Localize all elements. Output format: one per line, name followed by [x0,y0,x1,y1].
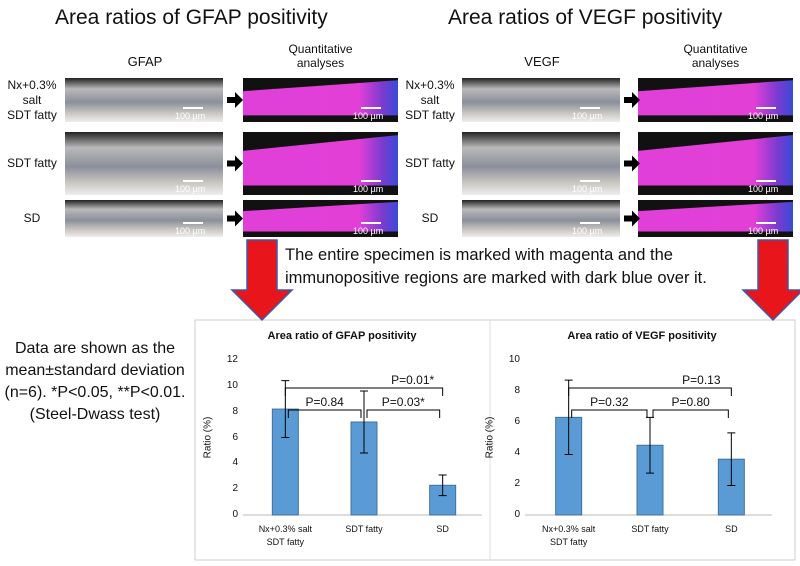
scale-bar-label: 100 µm [353,226,384,236]
y-axis-label: Ratio (%) [484,416,496,458]
scale-bar-label: 100 µm [175,111,206,121]
panel-title: Area ratios of VEGF positivity [448,6,723,29]
y-tick-label: 6 [514,416,520,427]
arrow [624,155,640,172]
scale-bar-label: 100 µm [748,111,779,121]
micrograph [462,200,620,237]
analysis-overlay [243,135,398,186]
arrow [624,92,640,108]
y-tick-label: 6 [232,431,238,443]
y-tick-label: 10 [508,354,520,365]
scale-bar-label: 100 µm [175,184,206,194]
y-tick-label: 8 [232,405,238,417]
arrow [227,155,243,172]
scale-bar-label: 100 µm [572,226,603,236]
analysis-header: Quantitative analyses [288,42,353,70]
down-arrow [230,239,294,322]
p-value: P=0.80 [671,395,710,409]
y-tick-label: 8 [514,385,520,396]
p-value: P=0.84 [305,395,344,409]
analysis-header: Quantitative analyses [683,42,748,70]
analysis-overlay [243,201,398,232]
significance-bracket [284,387,444,396]
arrow [624,210,640,227]
analysis-overlay [638,135,793,186]
p-value: P=0.01* [391,373,435,387]
significance-bracket [571,409,648,418]
micrograph [462,132,620,195]
significance-bracket [652,409,729,418]
significance-bracket [568,387,732,396]
p-value: P=0.03* [381,395,425,409]
x-tick-label: SD [725,524,738,534]
stats-note: Data are shown as the mean±standard devi… [4,340,186,423]
down-arrow [741,239,800,322]
caption: The entire specimen is marked with magen… [285,246,707,287]
y-tick-label: 10 [226,379,238,391]
x-tick-label: SDT fatty [345,524,383,534]
p-value: P=0.13 [682,373,721,387]
y-tick-label: 12 [226,354,238,365]
analysis-overlay [638,201,793,232]
row-label: SD [421,210,439,225]
y-tick-label: 4 [514,447,520,458]
y-tick-label: 0 [514,509,520,520]
chart-title: Area ratio of GFAP positivity [267,330,417,342]
y-tick-label: 0 [232,509,238,520]
row-label: SDT fatty [405,155,455,170]
scale-bar-label: 100 µm [748,226,779,236]
micrograph [65,200,223,237]
stain-header: GFAP [127,54,163,69]
row-label: SDT fatty [7,155,57,170]
error-bar [727,432,736,487]
micrograph [65,78,223,122]
significance-bracket [287,409,362,418]
error-bar [438,474,447,497]
row-label: Nx+0.3% salt SDT fatty [405,78,455,122]
y-axis-label: Ratio (%) [202,416,214,458]
x-tick-label: Nx+0.3% salt SDT fatty [258,524,312,547]
scale-bar-label: 100 µm [572,111,603,121]
p-value: P=0.32 [590,395,629,409]
x-tick-label: SDT fatty [631,524,669,534]
micrograph [65,132,223,195]
y-tick-label: 4 [232,457,238,469]
arrow [227,92,243,108]
analysis-overlay [243,80,398,116]
analysis-overlay [638,80,793,116]
arrow [227,210,243,227]
row-label: Nx+0.3% salt SDT fatty [7,78,57,122]
y-tick-label: 2 [514,478,520,489]
scale-bar-label: 100 µm [353,111,384,121]
scale-bar-label: 100 µm [353,184,384,194]
scale-bar-label: 100 µm [748,184,779,194]
chart-title: Area ratio of VEGF positivity [567,330,717,342]
scale-bar-label: 100 µm [572,184,603,194]
x-tick-label: Nx+0.3% salt SDT fatty [542,524,596,547]
x-tick-label: SD [436,524,449,534]
error-bar [360,390,368,454]
scale-bar-label: 100 µm [175,226,206,236]
significance-bracket [366,409,441,418]
panel-title: Area ratios of GFAP positivity [55,6,328,29]
micrograph [462,78,620,122]
stain-header: VEGF [524,54,560,69]
y-tick-label: 2 [232,483,238,495]
row-label: SD [23,210,41,225]
